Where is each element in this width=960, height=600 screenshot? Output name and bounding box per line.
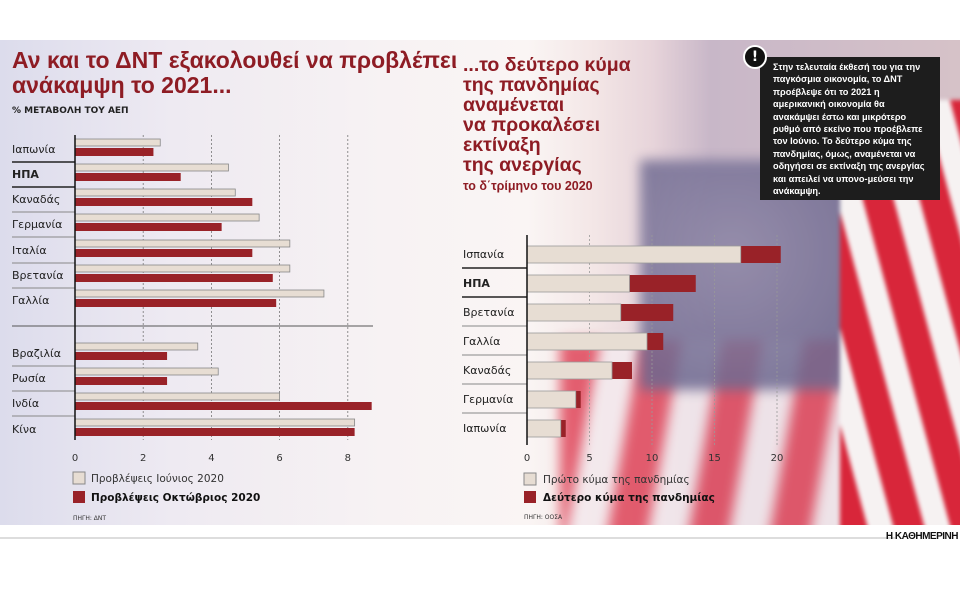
left-title-line1: Αν και το ΔΝΤ εξακολουθεί να προβλέπει [12, 47, 458, 73]
exclamation-icon: ! [743, 45, 767, 69]
category-label: Καναδάς [463, 364, 511, 377]
right-title-line: να προκαλέσει [463, 114, 601, 136]
legend-label-october: Προβλέψεις Οκτώβριος 2020 [91, 492, 260, 504]
x-tick-label: 0 [524, 453, 530, 464]
left-title-line2: ανάκαμψη το 2021... [12, 72, 232, 98]
brand-logo: Η ΚΑΘΗΜΕΡΙΝΗ [885, 531, 959, 542]
bar-october [75, 428, 355, 436]
category-label: Ινδία [12, 397, 39, 410]
x-tick-label: 4 [208, 453, 214, 464]
legend-swatch-second-wave [524, 491, 536, 503]
category-label: Γερμανία [12, 218, 62, 231]
bar-june [74, 289, 325, 298]
bar-october [75, 249, 253, 257]
x-tick-label: 2 [140, 453, 146, 464]
x-tick-label: 5 [586, 453, 592, 464]
bar-first-wave [526, 274, 630, 293]
category-label: Καναδάς [12, 193, 60, 206]
category-label: ΗΠΑ [12, 168, 39, 181]
bar-june [74, 342, 199, 351]
x-tick-label: 10 [646, 453, 659, 464]
category-label: Γαλλία [463, 335, 500, 348]
bar-june [74, 418, 356, 427]
category-label: Βρετανία [12, 269, 63, 282]
bar-october [75, 299, 277, 307]
legend-label-first-wave: Πρώτο κύμα της πανδημίας [543, 474, 690, 486]
right-title-line: της πανδημίας [463, 74, 600, 96]
bar-first-wave [526, 245, 742, 264]
bar-october [75, 198, 253, 206]
category-label: Κίνα [12, 423, 36, 436]
category-label: ΗΠΑ [463, 277, 490, 290]
category-label: Ρωσία [12, 372, 46, 385]
x-tick-label: 0 [72, 453, 78, 464]
left-title: Αν και το ΔΝΤ εξακολουθεί να προβλέπει α… [12, 48, 457, 98]
category-label: Ιαπωνία [463, 422, 506, 435]
bar-first-wave [526, 303, 622, 322]
source-label: ΠΗΓΗ: ΟΟΣΑ [524, 514, 563, 521]
legend-swatch-october [73, 491, 85, 503]
category-label: Ιταλία [12, 244, 47, 257]
x-tick-label: 8 [345, 453, 351, 464]
category-label: Γαλλία [12, 294, 49, 307]
footer-divider [0, 537, 895, 539]
right-title-line: εκτίναξη [463, 134, 541, 156]
x-tick-label: 20 [771, 453, 784, 464]
right-subtitle: το δ΄τρίμηνο του 2020 [463, 179, 593, 193]
bar-june [74, 163, 229, 172]
category-label: Γερμανία [463, 393, 513, 406]
bar-october [75, 223, 222, 231]
bar-first-wave [526, 361, 613, 380]
legend-swatch-first-wave [523, 472, 537, 486]
bar-october [75, 173, 181, 181]
x-tick-label: 6 [276, 453, 282, 464]
callout-box: Στην τελευταία έκθεσή του για την παγκόσ… [760, 57, 940, 200]
right-title-line: ...το δεύτερο κύμα [463, 54, 631, 76]
bar-october [75, 377, 168, 385]
bar-june [74, 188, 236, 197]
left-subtitle: % ΜΕΤΑΒΟΛΗ ΤΟΥ ΑΕΠ [12, 106, 129, 116]
category-label: Ιαπωνία [12, 143, 55, 156]
legend-label-june: Προβλέψεις Ιούνιος 2020 [91, 473, 224, 485]
bar-october [75, 402, 372, 410]
legend-label-second-wave: Δεύτερο κύμα της πανδημίας [543, 492, 715, 504]
right-title: ...το δεύτερο κύμα της πανδημίας αναμένε… [463, 55, 631, 195]
x-tick-label: 15 [708, 453, 721, 464]
bar-june [74, 264, 291, 273]
bar-first-wave [526, 390, 577, 409]
legend-swatch-june [72, 471, 86, 485]
bar-october [75, 148, 154, 156]
bar-june [74, 213, 260, 222]
source-label: ΠΗΓΗ: ΔΝΤ [73, 515, 106, 522]
category-label: Βραζιλία [12, 347, 61, 360]
bar-june [74, 392, 281, 401]
bar-october [75, 274, 273, 282]
bar-june [74, 239, 291, 248]
bar-june [74, 367, 219, 376]
bar-first-wave [526, 419, 562, 438]
callout-text: Στην τελευταία έκθεσή του για την παγκόσ… [773, 62, 925, 197]
bar-june [74, 138, 161, 147]
bar-october [75, 352, 168, 360]
right-title-line: αναμένεται [463, 94, 565, 116]
category-label: Ισπανία [463, 248, 504, 261]
bar-first-wave [526, 332, 648, 351]
category-label: Βρετανία [463, 306, 514, 319]
right-title-line: της ανεργίας [463, 154, 582, 176]
